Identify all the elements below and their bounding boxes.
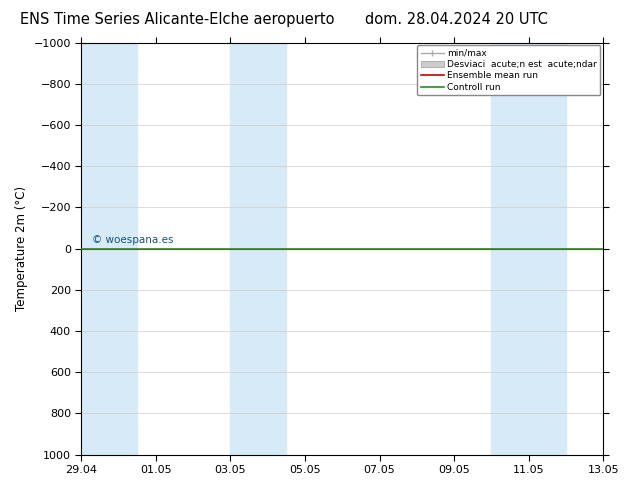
- Y-axis label: Temperature 2m (°C): Temperature 2m (°C): [15, 186, 28, 311]
- Text: © woespana.es: © woespana.es: [92, 235, 173, 245]
- Text: ENS Time Series Alicante-Elche aeropuerto: ENS Time Series Alicante-Elche aeropuert…: [20, 12, 335, 27]
- Bar: [529, 43, 566, 455]
- Bar: [81, 43, 137, 455]
- Bar: [491, 43, 529, 455]
- Legend: min/max, Desviaci  acute;n est  acute;ndar, Ensemble mean run, Controll run: min/max, Desviaci acute;n est acute;ndar…: [417, 45, 600, 96]
- Text: dom. 28.04.2024 20 UTC: dom. 28.04.2024 20 UTC: [365, 12, 548, 27]
- Bar: [230, 43, 287, 455]
